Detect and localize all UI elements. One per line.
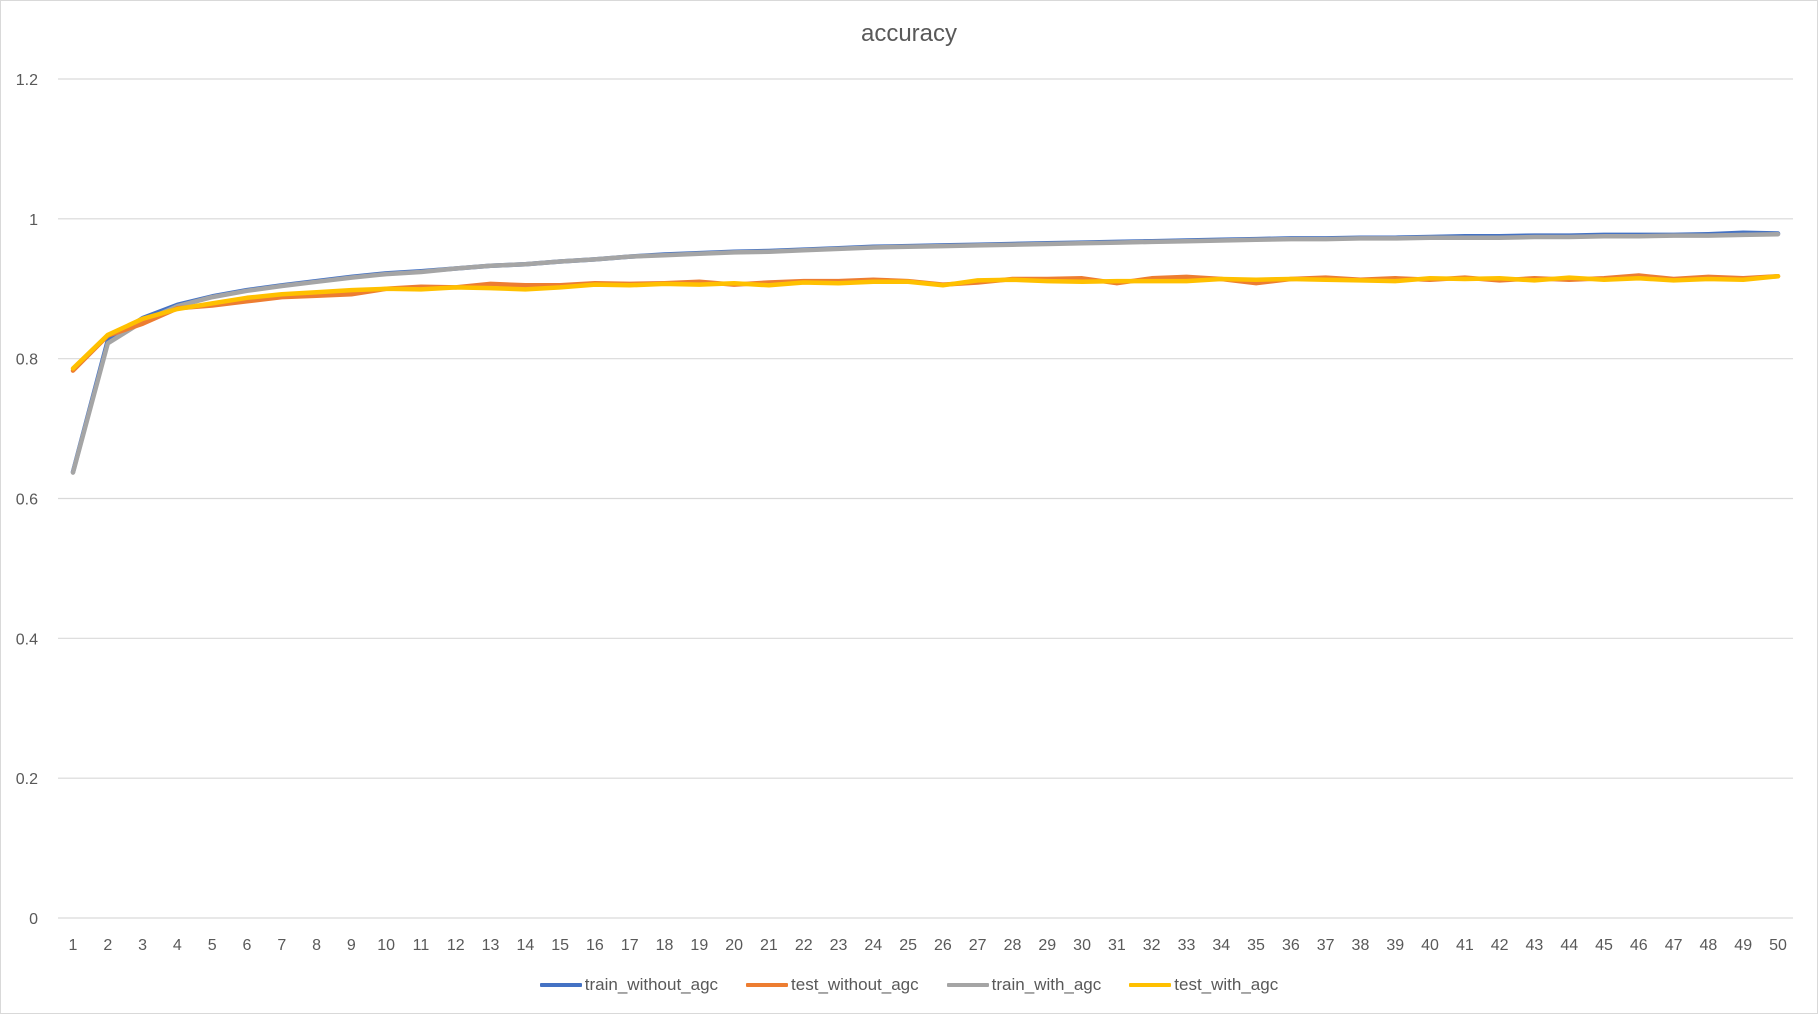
legend-label: test_with_agc bbox=[1174, 975, 1279, 994]
legend-swatch bbox=[946, 983, 989, 987]
x-tick-label: 23 bbox=[830, 937, 848, 954]
x-axis-tick-labels: 1 2 3 4 5 6 7 8 9 10 11 12 13 14 15 16 17 18 19 20 21 22 23 24 2… bbox=[69, 937, 1787, 954]
x-tick-label: 33 bbox=[1178, 937, 1196, 954]
legend-item-train_with_agc: train_with_agc bbox=[946, 975, 1102, 995]
x-tick-label: 29 bbox=[1038, 937, 1056, 954]
x-tick-label: 26 bbox=[934, 937, 952, 954]
x-tick-label: 2 bbox=[103, 937, 112, 954]
x-tick-label: 44 bbox=[1560, 937, 1578, 954]
legend-label: train_without_agc bbox=[584, 975, 719, 994]
legend-label: train_with_agc bbox=[991, 975, 1102, 994]
x-tick-label: 40 bbox=[1421, 937, 1439, 954]
x-tick-label: 39 bbox=[1386, 937, 1404, 954]
x-tick-label: 32 bbox=[1143, 937, 1161, 954]
x-tick-label: 11 bbox=[413, 937, 430, 954]
legend: train_without_agc test_without_agc train_w… bbox=[0, 972, 1818, 998]
x-tick-label: 4 bbox=[173, 937, 182, 954]
x-tick-label: 47 bbox=[1665, 937, 1683, 954]
legend-swatch bbox=[746, 983, 789, 987]
x-tick-label: 22 bbox=[795, 937, 813, 954]
series-lines bbox=[70, 230, 1781, 475]
series-line-test_with_agc bbox=[70, 273, 1781, 371]
legend-item-test_with_agc: test_with_agc bbox=[1129, 975, 1278, 995]
x-tick-label: 21 bbox=[760, 937, 778, 954]
x-tick-label: 37 bbox=[1317, 937, 1335, 954]
x-tick-label: 31 bbox=[1108, 937, 1126, 954]
x-tick-label: 8 bbox=[312, 937, 321, 954]
gridlines bbox=[58, 78, 1793, 919]
y-tick-label: 1 bbox=[29, 212, 38, 229]
y-tick-label: 0 bbox=[29, 911, 38, 928]
chart-title: accuracy bbox=[860, 20, 958, 47]
x-tick-label: 50 bbox=[1769, 937, 1787, 954]
x-tick-label: 18 bbox=[656, 937, 674, 954]
x-tick-label: 35 bbox=[1247, 937, 1265, 954]
x-tick-label: 1 bbox=[69, 937, 78, 954]
x-tick-label: 5 bbox=[208, 937, 217, 954]
x-tick-label: 38 bbox=[1352, 937, 1370, 954]
x-tick-label: 24 bbox=[864, 937, 882, 954]
y-tick-label: 0.2 bbox=[16, 771, 38, 788]
y-tick-label: 1.2 bbox=[16, 72, 38, 89]
x-tick-label: 30 bbox=[1073, 937, 1091, 954]
legend-swatch bbox=[539, 983, 582, 987]
x-tick-label: 28 bbox=[1004, 937, 1022, 954]
y-tick-label: 0.4 bbox=[16, 631, 38, 648]
legend-item-test_without_agc: test_without_agc bbox=[746, 975, 919, 995]
x-tick-label: 7 bbox=[277, 937, 286, 954]
x-tick-label: 45 bbox=[1595, 937, 1613, 954]
x-tick-label: 43 bbox=[1526, 937, 1544, 954]
x-tick-label: 14 bbox=[516, 937, 534, 954]
x-tick-label: 25 bbox=[899, 937, 917, 954]
x-tick-label: 10 bbox=[377, 937, 395, 954]
series-line-train_without_agc bbox=[70, 230, 1781, 475]
y-tick-label: 0.6 bbox=[16, 492, 38, 509]
x-tick-label: 19 bbox=[690, 937, 708, 954]
x-tick-label: 16 bbox=[586, 937, 604, 954]
series-line-train_with_agc bbox=[70, 231, 1781, 475]
x-tick-label: 34 bbox=[1212, 937, 1230, 954]
x-tick-label: 3 bbox=[138, 937, 147, 954]
x-tick-label: 46 bbox=[1630, 937, 1648, 954]
x-tick-label: 15 bbox=[551, 937, 569, 954]
x-tick-label: 12 bbox=[447, 937, 465, 954]
x-tick-label: 42 bbox=[1491, 937, 1509, 954]
legend-label: test_without_agc bbox=[791, 975, 919, 994]
x-tick-label: 48 bbox=[1700, 937, 1718, 954]
x-tick-label: 41 bbox=[1456, 937, 1474, 954]
x-tick-label: 9 bbox=[347, 937, 356, 954]
y-axis-tick-labels: 0 0.2 0.4 0.6 0.8 1 1.2 bbox=[16, 72, 38, 928]
x-tick-label: 36 bbox=[1282, 937, 1300, 954]
x-tick-label: 49 bbox=[1734, 937, 1752, 954]
legend-swatch bbox=[1129, 983, 1172, 987]
x-tick-label: 13 bbox=[482, 937, 500, 954]
x-tick-label: 6 bbox=[243, 937, 252, 954]
x-tick-label: 20 bbox=[725, 937, 743, 954]
y-tick-label: 0.8 bbox=[16, 352, 38, 369]
legend-item-train_without_agc: train_without_agc bbox=[539, 975, 719, 995]
x-tick-label: 27 bbox=[969, 937, 987, 954]
x-tick-label: 17 bbox=[621, 937, 639, 954]
